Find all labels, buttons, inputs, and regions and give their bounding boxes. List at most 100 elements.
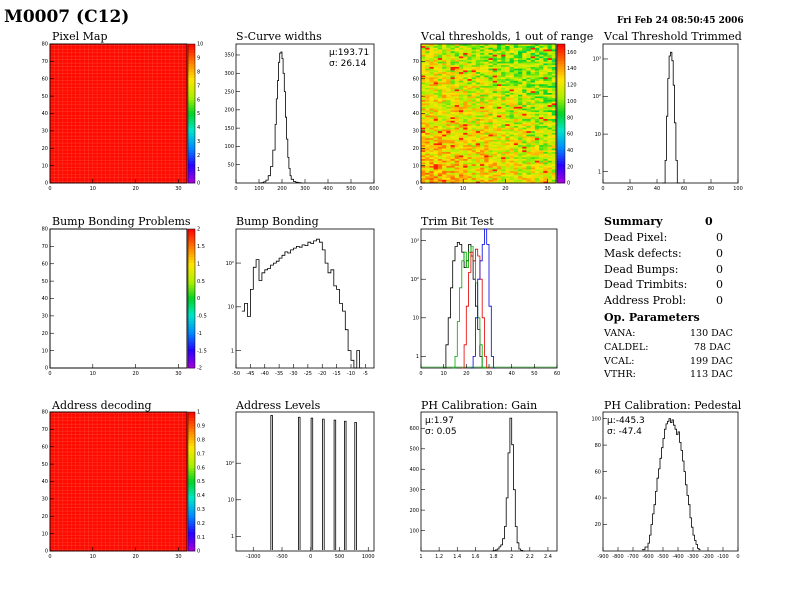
heatmap-cell — [157, 63, 162, 66]
heatmap-cell — [148, 148, 154, 151]
heatmap-cell — [442, 144, 447, 147]
heatmap-cell — [174, 108, 179, 111]
heatmap-cell — [442, 111, 447, 114]
heatmap-cell — [135, 113, 141, 116]
heatmap-cell — [429, 162, 434, 165]
heatmap-cell — [50, 82, 55, 85]
heatmap-cell — [161, 181, 166, 184]
heatmap-cell — [492, 120, 498, 123]
heatmap-cell — [101, 94, 106, 97]
heatmap-cell — [429, 156, 434, 159]
heatmap-cell — [522, 176, 527, 179]
colorbar-band — [188, 180, 195, 184]
heatmap-cell — [122, 49, 128, 52]
heatmap-cell — [118, 71, 124, 74]
heatmap-cell — [135, 160, 141, 163]
heatmap-cell — [92, 136, 98, 139]
heatmap-cell — [458, 151, 464, 154]
heatmap-cell — [522, 167, 527, 170]
heatmap-cell — [446, 111, 451, 114]
heatmap-cell — [62, 137, 68, 140]
heatmap-cell — [127, 130, 132, 133]
heatmap-cell — [509, 99, 515, 102]
heatmap-cell — [54, 104, 59, 107]
heatmap-cell — [496, 113, 502, 116]
heatmap-cell — [484, 165, 489, 168]
heatmap-cell — [62, 99, 68, 102]
heatmap-cell — [79, 153, 85, 156]
heatmap-cell — [79, 136, 85, 139]
heatmap-cell — [97, 111, 102, 114]
heatmap-cell — [122, 56, 128, 59]
heatmap-cell — [101, 90, 106, 93]
heatmap-cell — [458, 64, 464, 67]
heatmap-cell — [131, 181, 136, 184]
heatmap-cell — [480, 77, 485, 80]
heatmap-cell — [454, 47, 460, 50]
heatmap-cell — [114, 116, 119, 120]
heatmap-cell — [50, 83, 55, 86]
heatmap-cell — [165, 78, 171, 81]
heatmap-cell — [97, 139, 102, 142]
heatmap-cell — [463, 68, 468, 71]
heatmap-cell — [480, 99, 485, 102]
heatmap-cell — [118, 120, 124, 123]
heatmap-cell — [505, 169, 510, 172]
heatmap-cell — [496, 163, 502, 166]
heatmap-cell — [58, 149, 64, 153]
y-tick-label: 20 — [42, 146, 48, 152]
heatmap-cell — [135, 89, 141, 92]
heatmap-cell — [75, 120, 81, 123]
heatmap-cell — [114, 71, 119, 74]
heatmap-cell — [75, 113, 81, 116]
heatmap-cell — [105, 120, 111, 123]
heatmap-cell — [97, 82, 102, 85]
heatmap-cell — [421, 75, 426, 78]
heatmap-cell — [509, 71, 515, 74]
heatmap-cell — [122, 80, 128, 83]
heatmap-cell — [54, 155, 59, 158]
heatmap-cell — [144, 115, 149, 118]
heatmap-cell — [501, 54, 506, 57]
heatmap-cell — [518, 113, 523, 116]
heatmap-cell — [62, 96, 68, 99]
heatmap-cell — [501, 163, 506, 166]
heatmap-cell — [458, 54, 464, 57]
heatmap-cell — [454, 66, 460, 69]
heatmap-cell — [148, 153, 154, 156]
heatmap-cell — [161, 85, 166, 88]
heatmap-cell — [148, 101, 154, 104]
heatmap-cell — [467, 146, 472, 149]
heatmap-cell — [135, 49, 141, 52]
heatmap-cell — [84, 136, 89, 139]
heatmap-cell — [509, 127, 515, 130]
heatmap-cell — [450, 52, 456, 55]
heatmap-cell — [513, 144, 519, 147]
heatmap-cell — [148, 50, 154, 53]
heatmap-cell — [139, 120, 145, 123]
heatmap-cell — [174, 57, 179, 60]
heatmap-cell — [178, 56, 184, 59]
heatmap-cell — [463, 85, 468, 88]
heatmap-cell — [442, 44, 447, 47]
colorbar-band — [188, 130, 195, 134]
heatmap-cell — [174, 96, 179, 99]
heatmap-cell — [148, 66, 154, 69]
heatmap-cell — [92, 125, 98, 128]
heatmap-cell — [135, 118, 141, 121]
heatmap-cell — [84, 94, 89, 97]
heatmap-cell — [446, 174, 451, 177]
heatmap-cell — [139, 49, 145, 52]
heatmap-cell — [446, 165, 451, 168]
heatmap-cell — [84, 162, 89, 165]
heatmap-cell — [139, 165, 145, 168]
heatmap-cell — [165, 45, 171, 48]
heatmap-cell — [522, 110, 527, 113]
heatmap-cell — [458, 97, 464, 100]
heatmap-cell — [144, 57, 149, 60]
heatmap-cell — [463, 148, 468, 151]
heatmap-cell — [454, 71, 460, 74]
heatmap-cell — [450, 139, 456, 142]
heatmap-cell — [144, 59, 149, 62]
heatmap-cell — [492, 92, 498, 95]
